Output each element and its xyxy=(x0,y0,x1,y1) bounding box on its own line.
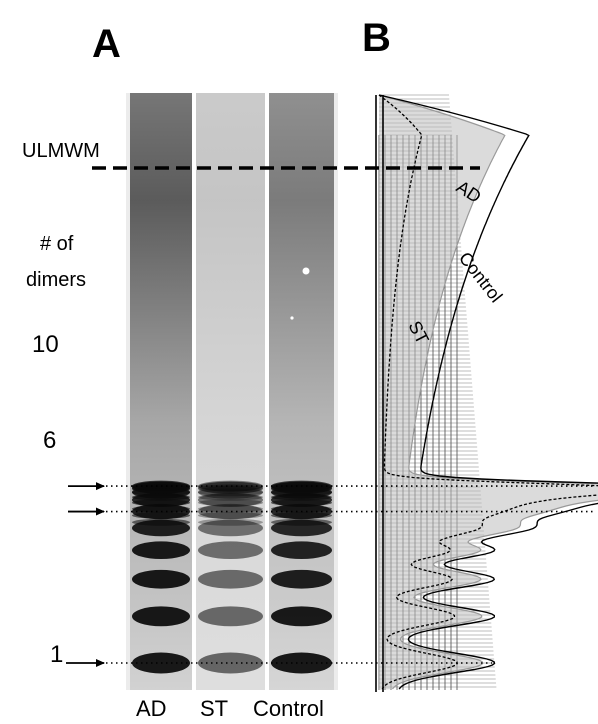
lane-label-st: ST xyxy=(200,696,229,721)
gel-band xyxy=(198,481,263,492)
gel-lane-smear xyxy=(130,93,192,690)
gel-band xyxy=(271,499,332,507)
lane-label-control: Control xyxy=(253,696,324,721)
gel-band xyxy=(271,541,332,560)
panel-a-label: A xyxy=(92,22,121,66)
gel-band xyxy=(198,499,263,507)
marker-label-10: 10 xyxy=(32,331,59,358)
gel-band xyxy=(132,569,190,589)
gel-band xyxy=(198,606,263,627)
gel-band xyxy=(132,493,190,501)
marker-label-6: 6 xyxy=(43,427,57,454)
gel-band xyxy=(132,505,190,513)
figure-overlay xyxy=(66,166,594,667)
gel-band xyxy=(198,493,263,501)
profile-ad-line xyxy=(378,94,598,690)
gel-artifact xyxy=(302,267,310,275)
gel-band xyxy=(132,541,190,560)
gel-band xyxy=(198,481,263,494)
gel-band xyxy=(198,492,263,508)
dimers-heading-line2: dimers xyxy=(26,269,87,291)
gel-band xyxy=(198,569,263,589)
gel-band xyxy=(198,541,263,560)
lane-separator xyxy=(192,93,196,690)
gel-band xyxy=(198,519,263,537)
gel-band xyxy=(132,606,190,627)
panel-b-label: B xyxy=(362,16,391,60)
dimers-heading-line1: # of xyxy=(40,233,74,255)
gel-lanes xyxy=(126,93,338,690)
gel-lane-smear xyxy=(269,93,334,690)
gel-band xyxy=(271,511,332,519)
profile-control-line xyxy=(378,94,598,690)
lane-separator xyxy=(265,93,269,690)
profile-control-fill xyxy=(379,95,598,690)
gel-band xyxy=(198,503,263,520)
gel-band xyxy=(198,652,263,674)
gel-band xyxy=(198,505,263,513)
gel-band xyxy=(198,480,263,492)
gel-artifact xyxy=(290,316,294,320)
marker-label-1: 1 xyxy=(50,641,64,668)
gel-band xyxy=(271,505,332,513)
gel-band xyxy=(271,606,332,627)
gel-band xyxy=(271,569,332,589)
gel-band xyxy=(198,485,263,499)
gel-band xyxy=(198,511,263,519)
ulmwm-label: ULMWM xyxy=(22,140,100,162)
gel-band xyxy=(198,488,263,497)
gel-lane-smear xyxy=(196,93,265,690)
gel-band xyxy=(132,511,190,519)
lane-label-ad: AD xyxy=(136,696,167,721)
gel-band xyxy=(132,499,190,507)
gel-band xyxy=(271,518,332,526)
gel-band xyxy=(198,518,263,526)
curve-label-control: Control xyxy=(455,248,506,306)
gel-band xyxy=(271,493,332,501)
profile-st-line xyxy=(378,94,598,690)
gel-band xyxy=(132,518,190,526)
